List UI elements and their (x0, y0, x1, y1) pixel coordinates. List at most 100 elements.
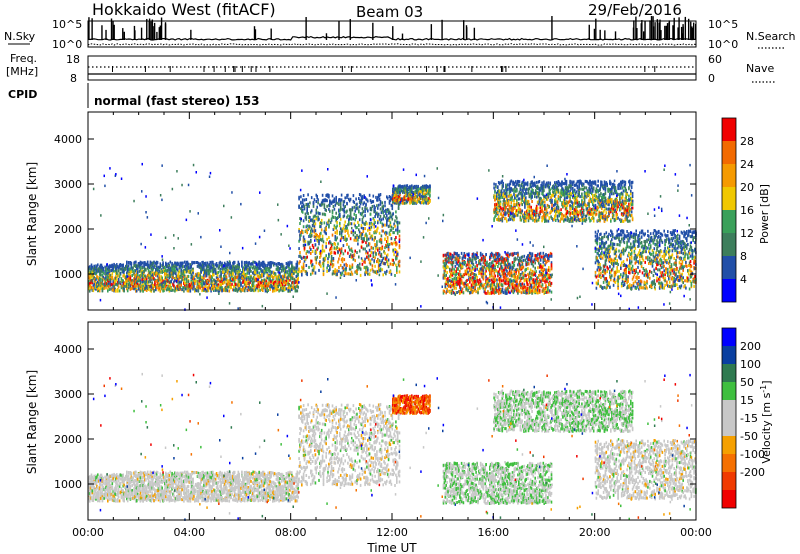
power-cell (307, 242, 309, 246)
power-cell (310, 234, 313, 238)
power-cell (105, 271, 107, 275)
power-cell (422, 201, 425, 205)
power-cell (176, 274, 179, 278)
power-cell (252, 288, 254, 292)
power-cell (377, 221, 379, 225)
power-cell (286, 263, 289, 267)
power-cell (317, 246, 319, 250)
power-cell (213, 288, 215, 292)
power-cell (272, 288, 274, 292)
power-cell (320, 251, 322, 255)
power-cell (125, 279, 127, 283)
power-cell (208, 263, 211, 267)
power-cell (446, 271, 448, 274)
power-cell (315, 258, 318, 262)
power-cell (176, 278, 179, 282)
power-cell (219, 267, 221, 271)
power-cell (377, 262, 380, 265)
power-cell (135, 287, 137, 291)
power-cell (424, 186, 427, 190)
power-cell (241, 274, 243, 278)
power-cell (250, 276, 252, 280)
power-cell (380, 211, 383, 215)
power-cell (444, 269, 447, 273)
power-cell (342, 226, 345, 230)
power-cell (320, 221, 323, 225)
power-cell (223, 288, 225, 292)
power-cell (413, 184, 416, 188)
power-cell (249, 277, 251, 281)
power-cell (264, 268, 267, 272)
power-cell (141, 286, 143, 290)
power-cell (171, 263, 173, 267)
power-cell (115, 279, 117, 282)
power-cell (221, 289, 223, 293)
power-cell (380, 241, 383, 245)
power-cell (370, 200, 373, 204)
power-cell (154, 285, 156, 288)
power-cell (225, 278, 228, 282)
power-cell (425, 188, 428, 192)
power-cell (189, 266, 192, 270)
power-cell (136, 277, 139, 281)
power-cell (401, 197, 403, 201)
power-cell (421, 188, 424, 192)
power-cell (413, 192, 416, 196)
noise-tick-left-top: 10^5 (52, 18, 82, 31)
power-cell (291, 268, 293, 272)
power-cell (398, 186, 400, 190)
power-cell (272, 289, 274, 293)
power-cell (98, 265, 101, 269)
power-cell (377, 226, 379, 230)
power-cell (493, 283, 496, 287)
power-cell (398, 270, 401, 274)
power-cell (442, 253, 445, 257)
power-cell (291, 285, 294, 289)
power-cell (213, 287, 215, 290)
power-cell (287, 283, 289, 287)
power-cell (351, 208, 354, 212)
power-cell (402, 198, 404, 202)
power-cell (300, 195, 302, 199)
power-cell (232, 266, 234, 270)
power-cell (358, 235, 360, 239)
power-cell (395, 236, 397, 239)
power-cell (355, 203, 357, 207)
power-cell (396, 266, 398, 269)
power-cell (192, 269, 194, 273)
power-cell (134, 273, 136, 277)
power-cell (139, 275, 142, 279)
power-cell (279, 267, 281, 270)
power-cell (230, 277, 232, 281)
power-cell (185, 277, 188, 281)
power-cell (401, 185, 403, 189)
power-cell (273, 272, 276, 276)
power-cell (474, 276, 476, 280)
power-cell (230, 273, 232, 277)
power-cell (129, 287, 132, 291)
power-cell (366, 207, 368, 211)
power-cell (242, 272, 244, 276)
power-cell (250, 289, 252, 292)
power-cell (193, 276, 195, 280)
power-cell (238, 283, 240, 287)
power-cell (335, 219, 337, 223)
power-cell (122, 279, 124, 283)
power-cell (181, 273, 183, 277)
power-cell (489, 271, 491, 275)
power-cell (404, 186, 407, 190)
power-cell (316, 238, 318, 242)
power-cell (323, 203, 326, 207)
power-cell (335, 195, 337, 199)
power-cell (161, 264, 163, 267)
power-cell (352, 194, 355, 198)
power-cell (110, 282, 113, 286)
power-cell (407, 191, 409, 195)
power-cell (107, 271, 109, 275)
power-cell (254, 265, 257, 269)
power-cell (403, 186, 406, 190)
power-cell (209, 274, 211, 278)
power-cell (378, 231, 381, 235)
power-cell (361, 211, 364, 215)
power-cell (331, 209, 334, 213)
